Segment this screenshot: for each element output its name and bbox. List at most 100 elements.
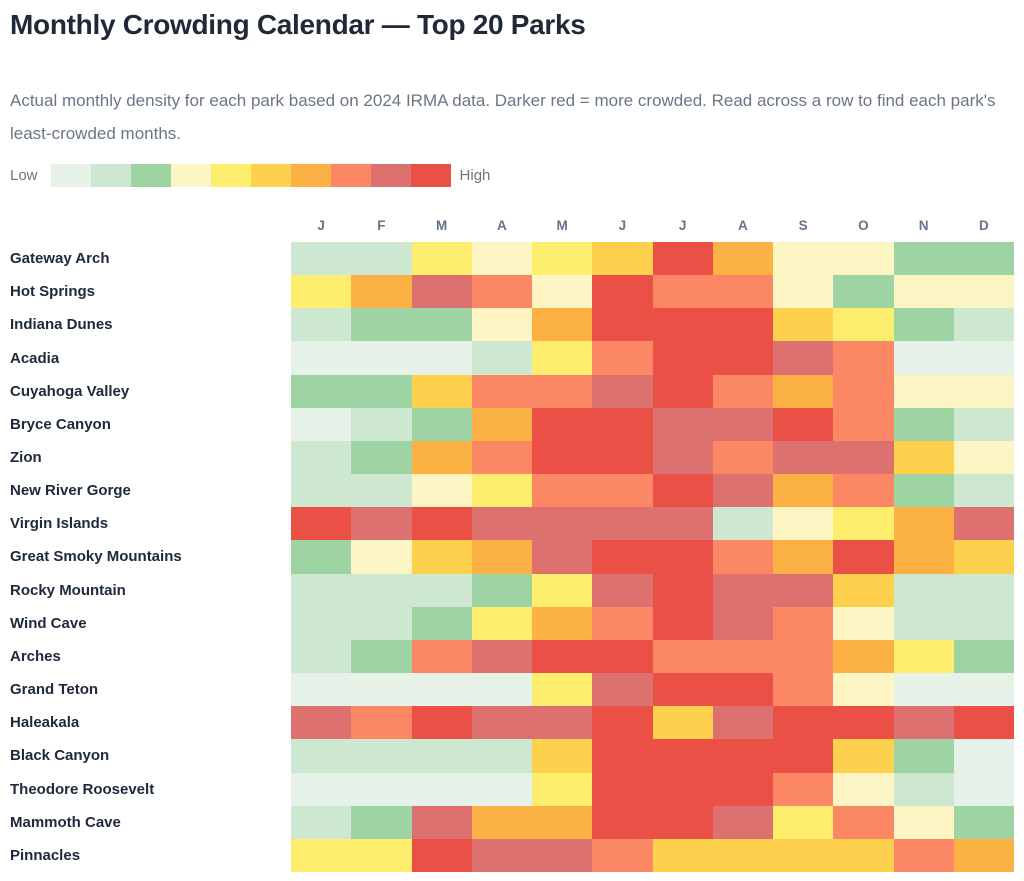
heatmap-cell [953, 407, 1014, 441]
heatmap-cell [953, 639, 1014, 674]
heatmap-cell [712, 242, 773, 276]
heatmap-cell [592, 374, 653, 408]
heatmap-cell [471, 573, 532, 607]
heatmap-cell [411, 540, 472, 574]
heatmap-cell [773, 573, 834, 607]
heatmap-cell [953, 805, 1014, 839]
heatmap-cell [291, 308, 352, 342]
heatmap-cell [953, 308, 1014, 342]
heatmap-cell [833, 573, 894, 607]
heatmap-cell [652, 507, 713, 541]
heatmap-cell [773, 407, 834, 441]
heatmap-cell [532, 606, 593, 640]
heatmap-cell [652, 374, 713, 408]
heatmap-cell [291, 341, 352, 375]
legend-swatch [250, 164, 291, 187]
heatmap-cell [532, 706, 593, 740]
heatmap-cell [471, 772, 532, 806]
heatmap-cell [893, 772, 954, 806]
heatmap-cell [773, 838, 834, 872]
park-label: Cuyahoga Valley [10, 382, 130, 400]
heatmap-cell [833, 242, 894, 276]
heatmap-cell [592, 540, 653, 574]
park-label: Theodore Roosevelt [10, 780, 155, 798]
heatmap-row: Grand Teton [10, 673, 1014, 707]
heatmap-cell [652, 341, 713, 375]
legend-high-label: High [459, 167, 491, 184]
heatmap-cell [833, 308, 894, 342]
heatmap-cell [411, 242, 472, 276]
month-label: F [377, 218, 386, 233]
legend-swatches [50, 164, 451, 187]
heatmap-cell [532, 474, 593, 508]
heatmap-cell [471, 639, 532, 674]
month-header-spacer [10, 218, 291, 233]
month-label: D [979, 218, 989, 233]
heatmap-cell [471, 606, 532, 640]
heatmap-cell [893, 275, 954, 309]
heatmap-cell [351, 474, 412, 508]
park-label: Haleakala [10, 714, 80, 732]
heatmap-cell [351, 540, 412, 574]
heatmap-cell [592, 308, 653, 342]
park-label: Great Smoky Mountains [10, 548, 182, 566]
legend-swatch [410, 164, 451, 187]
heatmap-cell [893, 308, 954, 342]
heatmap-cell [471, 673, 532, 707]
heatmap-cell [712, 374, 773, 408]
heatmap-cell [411, 474, 472, 508]
heatmap-cell [592, 838, 653, 872]
heatmap-cell [411, 308, 472, 342]
heatmap-cell [712, 275, 773, 309]
heatmap-row: Haleakala [10, 706, 1014, 740]
heatmap-cell [351, 805, 412, 839]
heatmap-cell [351, 772, 412, 806]
heatmap-cell [411, 573, 472, 607]
heatmap-cell [652, 440, 713, 475]
heatmap-cell [532, 407, 593, 441]
heatmap-row: Pinnacles [10, 838, 1014, 872]
heatmap-cell [411, 275, 472, 309]
heatmap-cell [893, 242, 954, 276]
heatmap-cell [893, 838, 954, 872]
heatmap-row: Wind Cave [10, 606, 1014, 640]
heatmap-cell [351, 706, 412, 740]
heatmap-cell [592, 474, 653, 508]
legend-swatch [50, 164, 91, 187]
heatmap-cell [953, 242, 1014, 276]
heatmap-row: Rocky Mountain [10, 573, 1014, 607]
legend-swatch [210, 164, 251, 187]
heatmap-cell [833, 838, 894, 872]
heatmap-row: Gateway Arch [10, 242, 1014, 276]
heatmap-cell [833, 772, 894, 806]
heatmap-cell [471, 706, 532, 740]
heatmap-cell [953, 706, 1014, 740]
heatmap-cell [592, 772, 653, 806]
heatmap-cell [592, 639, 653, 674]
heatmap-cell [291, 673, 352, 707]
park-label: Grand Teton [10, 681, 99, 699]
heatmap-cell [592, 573, 653, 607]
heatmap-cell [773, 374, 834, 408]
heatmap-cell [532, 275, 593, 309]
heatmap-cell [833, 739, 894, 773]
heatmap-cell [592, 407, 653, 441]
heatmap-cell [712, 805, 773, 839]
heatmap-cell [291, 474, 352, 508]
heatmap-cell [652, 540, 713, 574]
heatmap-cell [532, 573, 593, 607]
heatmap-cell [893, 573, 954, 607]
heatmap-cell [411, 341, 472, 375]
heatmap-row: Bryce Canyon [10, 407, 1014, 441]
heatmap-cell [291, 739, 352, 773]
heatmap-cell [712, 407, 773, 441]
heatmap-cell [351, 275, 412, 309]
heatmap-cell [291, 573, 352, 607]
heatmap-cell [411, 639, 472, 674]
heatmap-cell [893, 474, 954, 508]
heatmap-cell [953, 772, 1014, 806]
heatmap-cell [833, 407, 894, 441]
heatmap-cell [351, 639, 412, 674]
heatmap-cell [953, 573, 1014, 607]
heatmap-cell [532, 341, 593, 375]
